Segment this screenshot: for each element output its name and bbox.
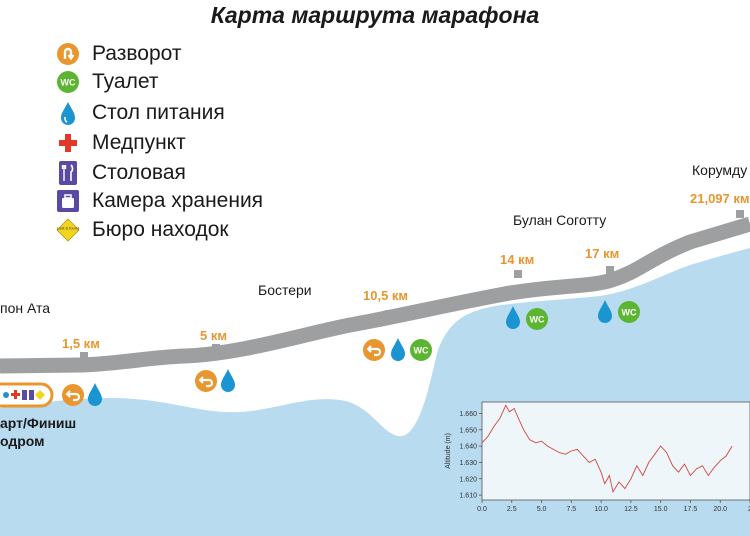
legend-item-lost-found: Lost & found Бюро находок [56,216,229,244]
chart-x-tick-label: 5.0 [537,506,547,513]
legend-item-toilet: WC Туалет [56,68,158,96]
chart-y-tick-label: 1.650 [459,427,477,434]
km-label-14: 14 км [500,252,535,267]
legend-item-medical: Медпункт [56,129,186,157]
toilet-icon: WC [56,70,80,94]
station-10-5: WC [363,338,432,361]
start-finish-box [0,382,54,408]
u-turn-icon [56,42,80,66]
chart-y-axis-label: Altitude (m) [445,433,452,469]
chart-x-tick-label: 17.5 [684,506,698,513]
legend-item-luggage: Камера хранения [56,187,263,215]
start-finish-line2: одром [0,433,45,449]
km-label-5: 5 км [200,328,227,343]
legend-item-cafeteria: Столовая [56,159,186,187]
water-drop-icon [598,300,612,323]
station-5 [195,369,235,392]
legend-label: Бюро находок [92,218,229,241]
chart-y-tick-label: 1.620 [459,476,477,483]
toilet-wc-text: WC [622,308,637,318]
chart-x-tick-label: 7.5 [566,506,576,513]
legend-label: Медпункт [92,131,186,154]
luggage-icon [56,189,80,213]
cafeteria-icon [56,161,80,185]
legend-label: Камера хранения [92,189,264,212]
chart-y-tick-label: 1.610 [459,493,477,500]
place-korumdu: Корумду [692,162,748,178]
km-label-17: 17 км [585,246,620,261]
water-drop-icon [506,306,520,329]
start-finish-line1: арт/Финиш [0,415,77,431]
legend-item-u-turn: Разворот [56,40,182,68]
legend-label: Туалет [92,70,159,93]
place-bosteri: Бостери [258,282,312,298]
km-label-21: 21,097 км [690,191,750,206]
chart-x-tick-label: 2.5 [507,506,517,513]
place-chyrpon-ata: пон Ата [0,300,51,316]
legend-label: Столовая [92,161,186,184]
lost-found-icon: Lost & found [56,218,80,242]
legend-item-water: Стол питания [56,99,225,127]
medical-cross-icon [56,131,80,155]
station-17: WC [598,300,640,323]
u-turn-icon [195,370,217,392]
place-bulan-sogottu: Булан Соготту [513,212,607,228]
chart-y-tick-label: 1.640 [459,444,477,451]
route-line [0,216,750,374]
km-label-10-5: 10,5 км [363,288,409,303]
legend-label: Стол питания [92,101,225,124]
chart-x-tick-label: 2 [748,506,750,513]
water-drop-icon [88,383,102,406]
map-title: Карта маршрута марафона [210,2,540,28]
chart-plot-area [481,401,750,501]
km-label-1-5: 1,5 км [62,336,100,351]
chart-series-line [481,404,733,493]
station-1-5 [62,383,102,406]
chart-x-tick-label: 15.0 [654,506,668,513]
water-drop-icon [391,338,405,361]
station-14: WC [506,306,548,330]
chart-x-tick-label: 12.5 [624,506,638,513]
toilet-wc-text: WC [414,346,429,356]
chart-y-tick-label: 1.630 [459,460,477,467]
water-drop-icon [221,369,235,392]
chart-x-tick-label: 0.0 [477,506,487,513]
u-turn-icon [363,339,385,361]
start-finish-label: арт/Финиш одром [0,414,76,450]
km-ticks [80,210,744,360]
chart-x-tick-label: 20.0 [713,506,727,513]
toilet-icon: WC [410,339,432,361]
toilet-icon: WC [526,308,548,330]
toilet-wc-text: WC [530,315,545,325]
chart-y-tick-label: 1.660 [459,411,477,418]
lost-found-text: Lost & found [57,226,79,231]
legend-label: Разворот [92,42,182,65]
u-turn-icon [62,384,84,406]
toilet-icon: WC [618,301,640,323]
chart-x-tick-label: 10.0 [594,506,608,513]
toilet-wc-text: WC [61,78,76,88]
water-drop-icon [56,101,80,125]
